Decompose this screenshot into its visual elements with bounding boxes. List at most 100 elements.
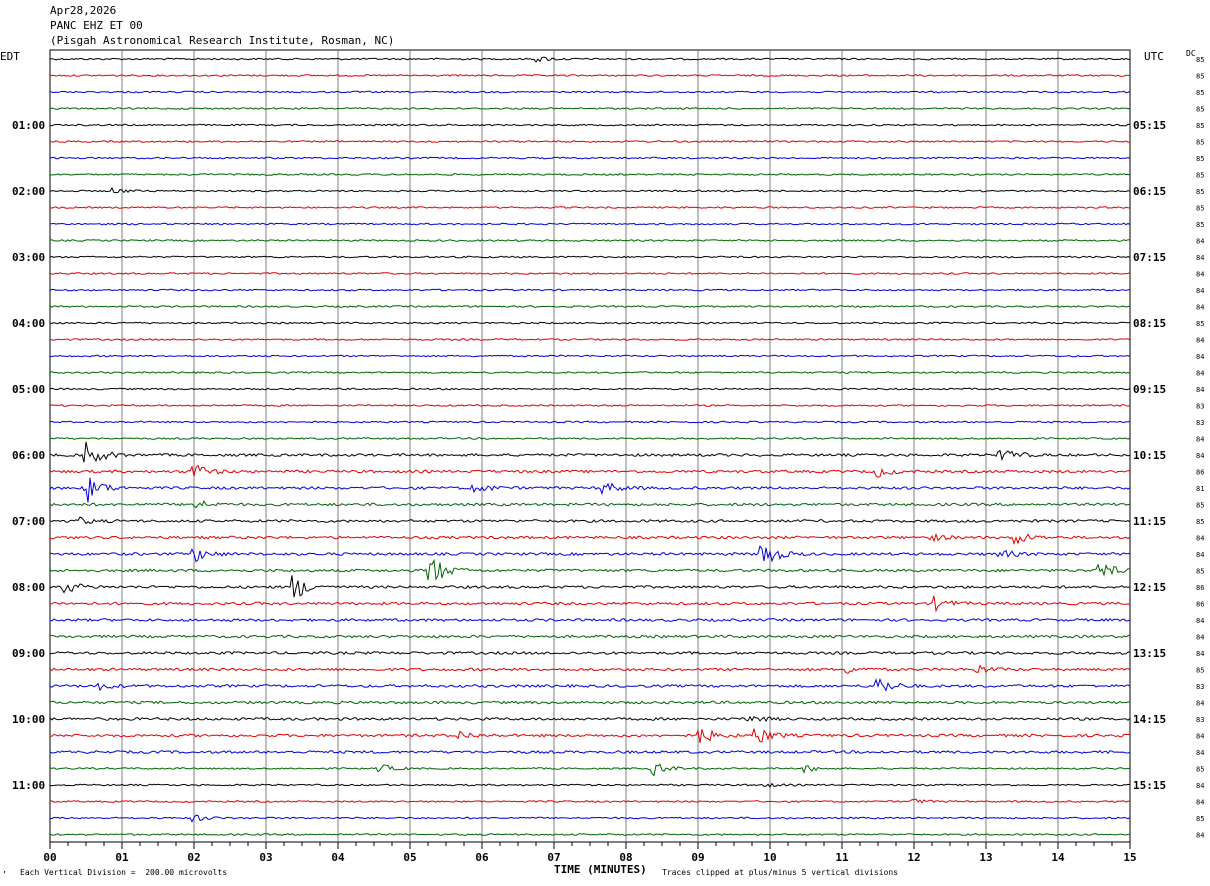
dc-offset-label: 85 (1196, 73, 1204, 81)
dc-offset-label: 85 (1196, 172, 1204, 180)
label-layer: 00 01 02 03 04 05 06 07 08 09 10 11 12 13 14 15 85 85 85 85… (12, 56, 1204, 864)
right-hour-label: 09:15 (1133, 383, 1166, 396)
trace-line-33 (49, 595, 1131, 613)
corner-mark: ’ (2, 870, 7, 879)
trace-line-25 (49, 464, 1131, 478)
dc-offset-label: 85 (1196, 667, 1204, 675)
dc-offset-label: 84 (1196, 551, 1204, 559)
right-hour-label: 08:15 (1133, 317, 1166, 330)
trace-line-0 (49, 56, 1131, 63)
dc-column-label: DC (1186, 49, 1196, 58)
right-hour-label: 15:15 (1133, 779, 1166, 792)
trace-line-26 (49, 477, 1131, 503)
dc-offset-label: 84 (1196, 617, 1204, 625)
dc-offset-label: 84 (1196, 238, 1204, 246)
dc-offset-label: 84 (1196, 749, 1204, 757)
trace-line-1 (49, 74, 1131, 77)
x-tick-label: 14 (1051, 851, 1065, 864)
trace-line-31 (49, 558, 1131, 581)
left-hour-label: 05:00 (12, 383, 45, 396)
trace-line-43 (49, 763, 1131, 777)
trace-line-13 (49, 272, 1131, 275)
right-hour-label: 12:15 (1133, 581, 1166, 594)
dc-offset-label: 84 (1196, 782, 1204, 790)
left-hour-label: 02:00 (12, 185, 45, 198)
dc-offset-label: 83 (1196, 419, 1204, 427)
dc-offset-label: 84 (1196, 337, 1204, 345)
dc-offset-label: 83 (1196, 716, 1204, 724)
trace-line-34 (49, 618, 1131, 623)
trace-line-3 (49, 107, 1131, 110)
left-hour-label: 03:00 (12, 251, 45, 264)
trace-line-16 (49, 321, 1131, 325)
trace-line-17 (49, 338, 1131, 341)
right-hour-label: 14:15 (1133, 713, 1166, 726)
x-tick-label: 06 (475, 851, 489, 864)
trace-line-22 (49, 420, 1131, 424)
trace-line-28 (49, 516, 1131, 525)
left-hour-label: 01:00 (12, 119, 45, 132)
dc-offset-label: 83 (1196, 683, 1204, 691)
x-tick-label: 10 (763, 851, 776, 864)
trace-line-21 (49, 404, 1131, 407)
left-hour-label: 11:00 (12, 779, 45, 792)
dc-offset-label: 84 (1196, 353, 1204, 361)
dc-offset-label: 81 (1196, 485, 1204, 493)
dc-offset-label: 85 (1196, 56, 1204, 64)
dc-offset-label: 85 (1196, 155, 1204, 163)
dc-offset-label: 85 (1196, 502, 1204, 510)
x-tick-label: 02 (187, 851, 200, 864)
left-hour-label: 06:00 (12, 449, 45, 462)
x-tick-label: 00 (43, 851, 56, 864)
dc-offset-label: 84 (1196, 271, 1204, 279)
x-tick-label: 07 (547, 851, 560, 864)
trace-line-18 (49, 354, 1131, 358)
trace-line-38 (49, 677, 1131, 692)
trace-line-29 (49, 532, 1131, 546)
dc-offset-label: 84 (1196, 254, 1204, 262)
header-date: Apr28,2026 (50, 4, 117, 17)
dc-offset-label: 85 (1196, 89, 1204, 97)
plot-frame (49, 49, 1131, 843)
x-tick-label: 04 (331, 851, 345, 864)
right-hour-label: 07:15 (1133, 251, 1166, 264)
trace-line-47 (49, 833, 1131, 836)
trace-line-42 (49, 749, 1131, 754)
dc-offset-label: 85 (1196, 568, 1204, 576)
dc-offset-label: 84 (1196, 700, 1204, 708)
x-tick-label: 08 (619, 851, 632, 864)
x-tick-label: 09 (691, 851, 704, 864)
grid-layer (49, 49, 1131, 849)
trace-line-46 (49, 814, 1131, 823)
dc-offset-label: 85 (1196, 139, 1204, 147)
trace-line-35 (49, 634, 1131, 639)
trace-line-10 (50, 222, 1131, 226)
x-tick-label: 15 (1123, 851, 1136, 864)
left-hour-label: 08:00 (12, 581, 45, 594)
left-hour-label: 10:00 (12, 713, 45, 726)
dc-offset-label: 84 (1196, 650, 1204, 658)
dc-offset-label: 85 (1196, 518, 1204, 526)
dc-offset-label: 85 (1196, 766, 1204, 774)
clip-note: Traces clipped at plus/minus 5 vertical … (662, 868, 899, 877)
right-timezone-label: UTC (1144, 50, 1164, 63)
trace-line-44 (49, 782, 1131, 788)
dc-offset-label: 84 (1196, 799, 1204, 807)
left-hour-label: 04:00 (12, 317, 45, 330)
dc-offset-label: 83 (1196, 403, 1204, 411)
trace-line-37 (49, 664, 1131, 674)
dc-offset-label: 85 (1196, 188, 1204, 196)
dc-offset-label: 84 (1196, 733, 1204, 741)
trace-line-7 (49, 173, 1131, 176)
dc-offset-label: 85 (1196, 320, 1204, 328)
left-timezone-label: EDT (0, 50, 20, 63)
dc-offset-label: 84 (1196, 452, 1204, 460)
trace-line-23 (49, 437, 1131, 440)
x-axis-title: TIME (MINUTES) (554, 863, 647, 876)
dc-offset-label: 84 (1196, 535, 1204, 543)
dc-offset-label: 85 (1196, 815, 1204, 823)
x-tick-label: 03 (259, 851, 272, 864)
trace-line-36 (49, 650, 1131, 655)
dc-offset-label: 84 (1196, 287, 1204, 295)
scale-note: Each Vertical Division = 200.00 microvol… (20, 868, 228, 877)
